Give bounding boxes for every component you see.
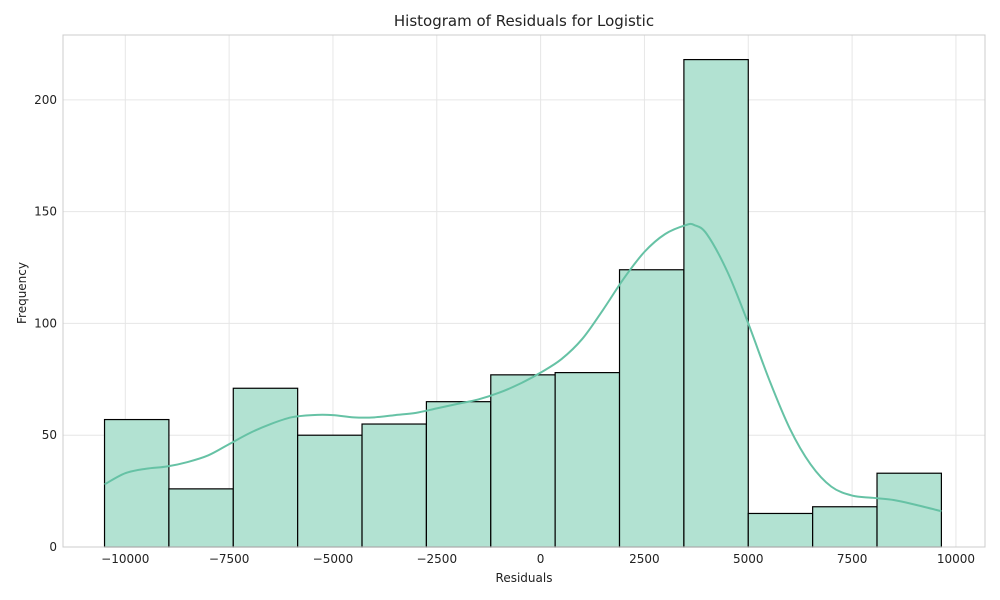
histogram-bar [297, 434, 363, 548]
x-tick-label: 5000 [733, 552, 764, 566]
x-tick-label: 7500 [837, 552, 868, 566]
histogram-bar [747, 512, 814, 548]
chart-title: Histogram of Residuals for Logistic [394, 12, 654, 30]
histogram-bar [618, 269, 685, 548]
histogram-bar [490, 374, 556, 548]
x-tick-label: −2500 [416, 552, 457, 566]
histogram-bar [554, 372, 621, 548]
y-tick-label: 0 [49, 540, 57, 554]
x-tick-label: 10000 [937, 552, 975, 566]
histogram-bars [103, 58, 942, 548]
x-tick-label: −5000 [313, 552, 354, 566]
histogram-bar [812, 506, 878, 548]
y-tick-label: 50 [42, 428, 57, 442]
histogram-bar [168, 488, 234, 548]
y-axis-ticks: 0 50 100 150 200 [34, 93, 57, 554]
x-tick-label: −10000 [101, 552, 149, 566]
x-axis-ticks: −10000 −7500 −5000 −2500 0 2500 5000 7500 10000 [101, 552, 975, 566]
plot-frame [62, 34, 986, 548]
x-tick-label: −7500 [209, 552, 250, 566]
kde-curve-group [104, 222, 942, 513]
x-axis-label: Residuals [496, 571, 553, 585]
y-axis-label: Frequency [15, 262, 29, 324]
x-tick-label: 0 [537, 552, 545, 566]
histogram-bar [425, 401, 492, 548]
y-tick-label: 150 [34, 205, 57, 219]
y-tick-label: 200 [34, 93, 57, 107]
histogram-bar [361, 423, 428, 548]
histogram-bar [683, 58, 749, 548]
histogram-bar [103, 418, 170, 548]
x-tick-label: 2500 [629, 552, 660, 566]
kde-curve [104, 222, 942, 513]
y-tick-label: 100 [34, 316, 57, 330]
histogram-bar [232, 387, 299, 548]
histogram-bar [876, 472, 942, 548]
